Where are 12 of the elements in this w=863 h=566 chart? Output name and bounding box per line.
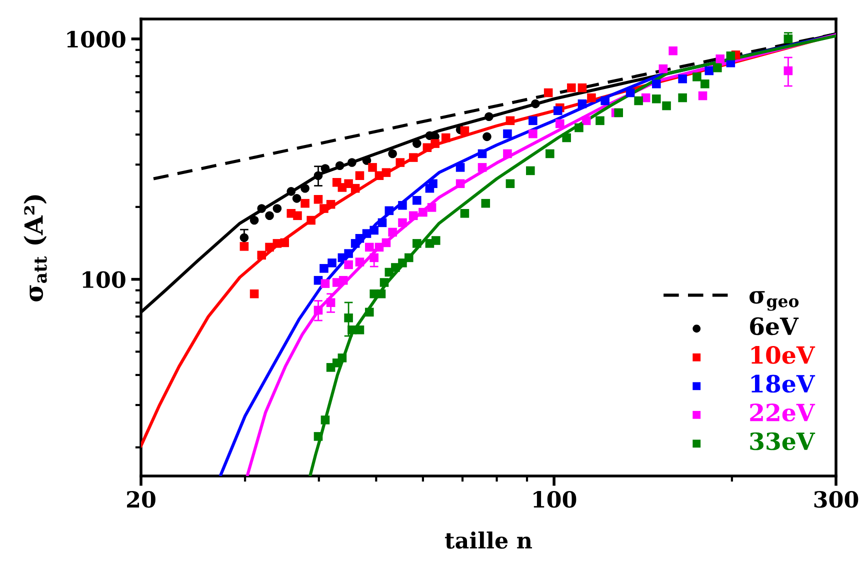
legend-label: 18eV — [751, 374, 816, 393]
x-axis-title: taille n — [445, 532, 532, 549]
y-axis-title: σ$_{att}$ (A²) — [24, 195, 47, 302]
legend-label: 33eV — [750, 432, 816, 450]
x-tick-label: 300 — [814, 490, 858, 508]
y-tick-label: 1000 — [67, 30, 126, 48]
legend-label: 6eV — [750, 317, 799, 336]
x-tick-label: 100 — [534, 490, 576, 508]
legend-label: σ$_{geo}$ — [750, 291, 799, 311]
legend-label: 10eV — [751, 346, 816, 364]
x-tick-label: 20 — [127, 490, 156, 508]
legend-label: 22eV — [750, 404, 816, 422]
